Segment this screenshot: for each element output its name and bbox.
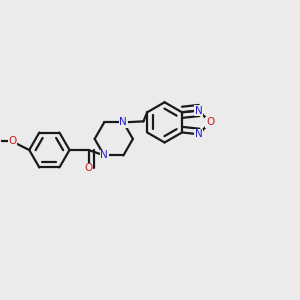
Text: N: N xyxy=(195,106,203,116)
Text: O: O xyxy=(8,136,16,146)
Text: N: N xyxy=(119,117,127,128)
Text: O: O xyxy=(206,117,214,128)
Text: N: N xyxy=(195,129,203,139)
Text: N: N xyxy=(100,151,108,160)
Text: O: O xyxy=(85,163,93,173)
